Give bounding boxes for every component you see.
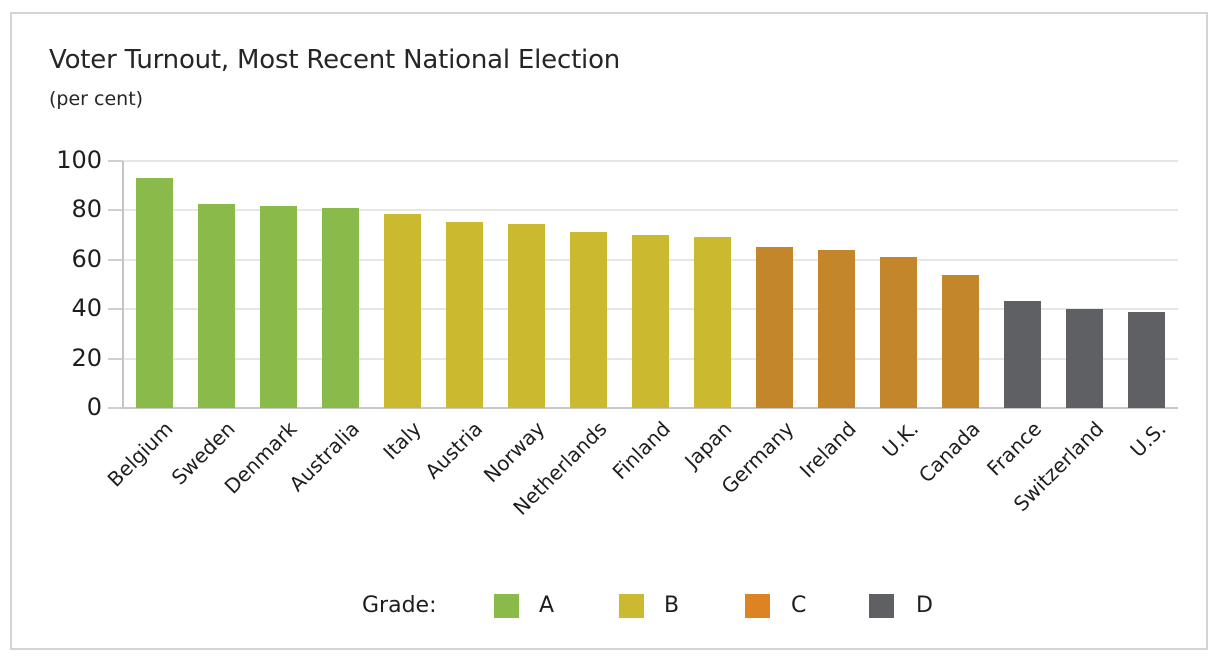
legend-label-c: C — [791, 593, 807, 618]
bar-japan — [694, 236, 732, 408]
legend-swatch-b — [619, 594, 644, 618]
chart-subtitle: (per cent) — [49, 88, 144, 110]
legend-swatch-a — [494, 594, 519, 618]
y-tick — [108, 357, 123, 360]
legend-label-d: D — [916, 593, 933, 618]
x-tick-label: Italy — [378, 416, 427, 465]
bar-germany — [756, 247, 794, 408]
legend-label-b: B — [664, 593, 680, 618]
y-tick — [108, 258, 123, 261]
bar-denmark — [259, 205, 297, 408]
bar-switzerland — [1066, 309, 1104, 408]
bar-norway — [507, 224, 545, 408]
legend-swatch-c — [745, 594, 770, 618]
y-tick-label: 40 — [71, 294, 102, 322]
legend-label-a: A — [539, 593, 555, 618]
y-tick — [108, 209, 123, 211]
x-tick-label: France — [981, 416, 1046, 481]
x-tick-label: U.K. — [877, 416, 923, 463]
y-tick-label: 0 — [86, 393, 102, 421]
x-tick-label: Canada — [913, 416, 985, 488]
bar-ireland — [818, 250, 856, 408]
x-tick-label: Austria — [420, 416, 488, 484]
bar-italy — [383, 213, 421, 408]
bar-belgium — [135, 177, 173, 408]
y-tick — [108, 308, 123, 310]
x-tick-label: Japan — [679, 416, 736, 473]
y-tick-label: 80 — [71, 195, 102, 223]
y-tick-label: 20 — [71, 343, 102, 372]
gridline — [123, 209, 1178, 211]
bar-us — [1128, 312, 1166, 408]
y-tick — [108, 159, 123, 162]
bar-netherlands — [569, 232, 607, 408]
bar-sweden — [197, 204, 235, 408]
y-tick-label: 60 — [71, 244, 102, 273]
legend-title: Grade: — [362, 593, 437, 618]
chart-title: Voter Turnout, Most Recent National Elec… — [49, 45, 621, 75]
x-tick-label: Ireland — [794, 416, 861, 483]
y-tick — [108, 407, 123, 409]
bar-canada — [942, 274, 980, 408]
bar-finland — [632, 234, 669, 408]
bar-france — [1004, 300, 1042, 408]
x-tick-label: Belgium — [102, 416, 178, 492]
bar-uk — [880, 257, 918, 408]
y-tick-label: 100 — [56, 145, 102, 174]
x-axis — [122, 407, 1178, 409]
gridline — [123, 159, 1178, 162]
y-axis — [122, 160, 124, 409]
x-tick-label: U.S. — [1125, 416, 1171, 462]
legend-swatch-d — [869, 594, 894, 618]
bar-australia — [321, 207, 359, 408]
x-tick-label: Finland — [607, 416, 675, 485]
bar-austria — [445, 221, 483, 408]
